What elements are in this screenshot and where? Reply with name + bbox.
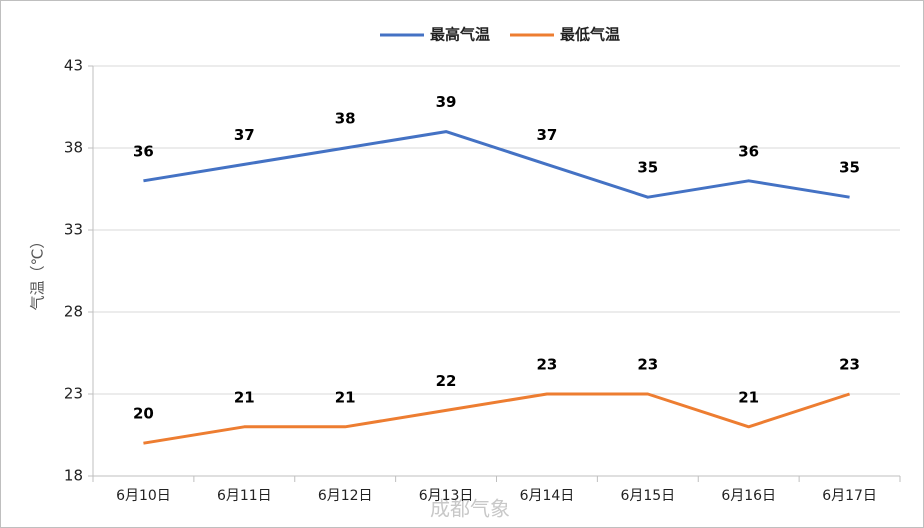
legend-label: 最高气温 [430,26,490,44]
y-tick-label: 38 [64,139,83,157]
y-tick-label: 23 [64,385,83,403]
x-tick-label: 6月10日 [116,488,171,504]
x-tick-label: 6月13日 [419,488,474,504]
x-tick-label: 6月14日 [520,488,575,504]
y-axis-label: 气温（℃） [29,234,47,311]
y-tick-label: 18 [64,467,83,485]
line [143,130,850,199]
data-label: 21 [738,388,759,406]
data-label: 36 [738,142,759,160]
data-label: 38 [335,110,356,128]
y-tick-label: 43 [64,57,83,75]
data-label: 23 [637,356,658,374]
data-label: 23 [839,356,860,374]
watermark: 成都气象 [430,497,510,521]
x-tick-label: 6月15日 [620,488,675,504]
x-tick-label: 6月12日 [318,488,373,504]
data-label: 39 [436,93,457,111]
data-label: 35 [839,159,860,177]
data-label: 37 [234,126,255,144]
data-label: 21 [234,388,255,406]
x-tick-label: 6月17日 [822,488,877,504]
data-label: 36 [133,142,154,160]
legend-label: 最低气温 [560,26,620,44]
y-tick-label: 28 [64,303,83,321]
data-label: 21 [335,388,356,406]
x-tick-label: 6月11日 [217,488,272,504]
y-tick-label: 33 [64,221,83,239]
line [143,392,851,445]
data-label: 20 [133,405,154,423]
data-label: 37 [537,126,558,144]
x-tick-label: 6月16日 [721,488,776,504]
data-label: 22 [436,372,457,390]
data-label: 35 [637,159,658,177]
data-label: 23 [537,356,558,374]
